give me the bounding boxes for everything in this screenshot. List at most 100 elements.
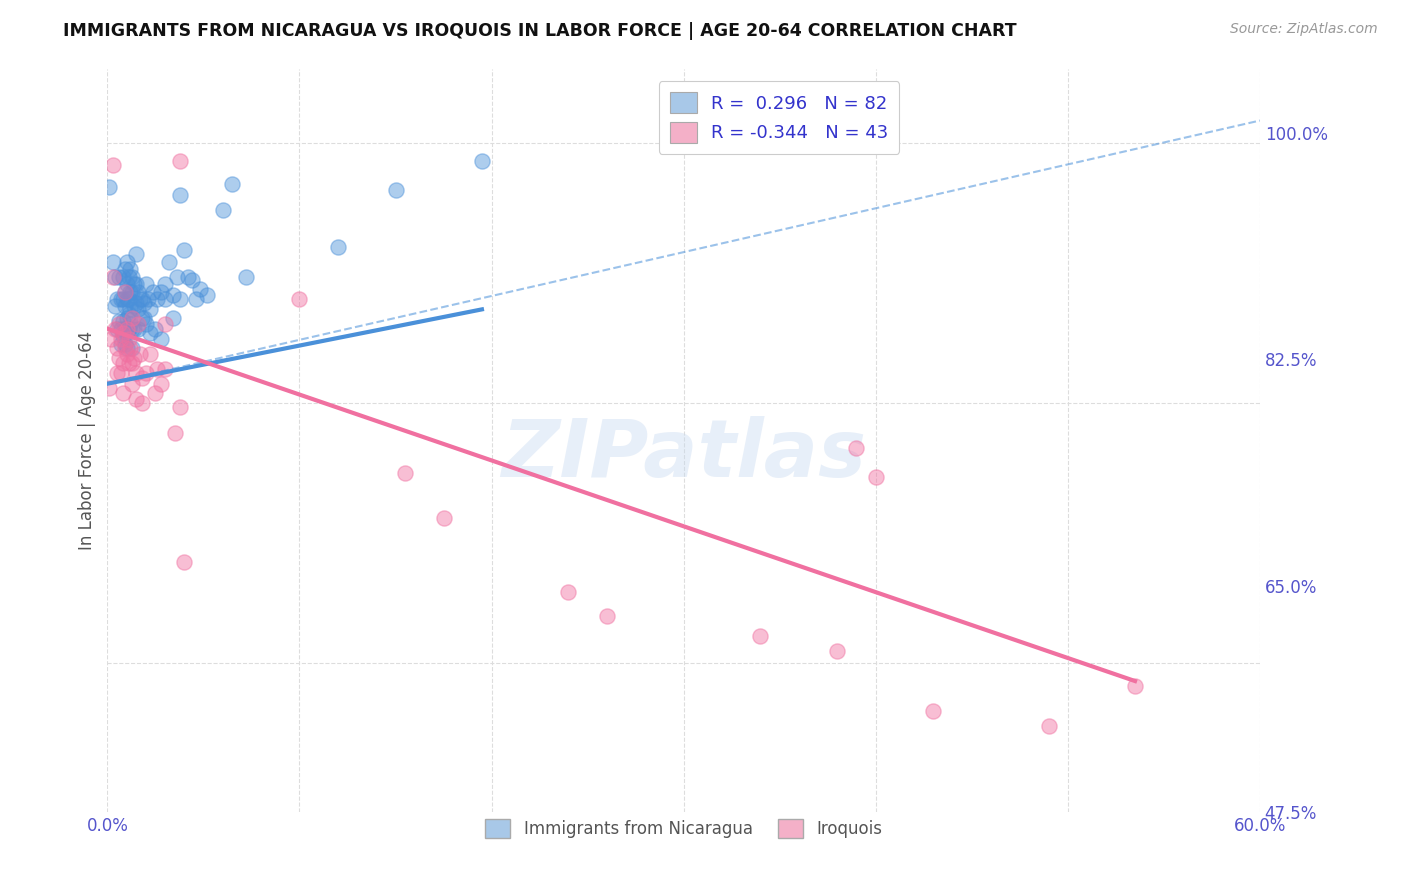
Point bbox=[122, 277, 145, 291]
Point bbox=[135, 317, 157, 331]
Legend: Immigrants from Nicaragua, Iroquois: Immigrants from Nicaragua, Iroquois bbox=[478, 812, 889, 845]
Point bbox=[150, 332, 173, 346]
Point bbox=[184, 292, 207, 306]
Point bbox=[922, 704, 945, 718]
Text: ZIPatlas: ZIPatlas bbox=[501, 416, 866, 494]
Point bbox=[117, 269, 139, 284]
Point bbox=[169, 153, 191, 168]
Point bbox=[108, 269, 131, 284]
Point bbox=[845, 441, 868, 455]
Point bbox=[104, 299, 127, 313]
Point bbox=[120, 341, 142, 355]
Point bbox=[114, 321, 136, 335]
Point bbox=[120, 317, 142, 331]
Point bbox=[111, 314, 134, 328]
Point bbox=[557, 585, 579, 599]
Point bbox=[131, 292, 153, 306]
Point bbox=[135, 366, 157, 380]
Point bbox=[110, 321, 132, 335]
Point bbox=[145, 321, 167, 335]
Point bbox=[153, 277, 176, 291]
Point bbox=[827, 644, 849, 658]
Point bbox=[177, 269, 200, 284]
Point bbox=[157, 254, 180, 268]
Point bbox=[115, 347, 138, 361]
Point bbox=[131, 311, 153, 326]
Point bbox=[125, 247, 148, 261]
Point bbox=[120, 262, 142, 277]
Point bbox=[98, 180, 121, 194]
Point bbox=[173, 243, 195, 257]
Point bbox=[110, 336, 132, 351]
Point bbox=[105, 366, 128, 380]
Point bbox=[101, 254, 124, 268]
Point bbox=[138, 347, 160, 361]
Point bbox=[114, 336, 136, 351]
Point bbox=[173, 555, 195, 569]
Point bbox=[114, 285, 136, 299]
Point bbox=[166, 269, 188, 284]
Point bbox=[221, 178, 243, 192]
Point bbox=[138, 326, 160, 340]
Point bbox=[162, 311, 184, 326]
Point bbox=[150, 376, 173, 391]
Point bbox=[111, 356, 134, 370]
Point bbox=[127, 321, 149, 335]
Point bbox=[100, 332, 122, 346]
Point bbox=[384, 183, 406, 197]
Point bbox=[162, 287, 184, 301]
Point bbox=[114, 341, 136, 355]
Point bbox=[121, 376, 143, 391]
Point bbox=[108, 317, 131, 331]
Point bbox=[105, 292, 128, 306]
Y-axis label: In Labor Force | Age 20-64: In Labor Force | Age 20-64 bbox=[79, 331, 96, 549]
Point bbox=[596, 608, 619, 623]
Point bbox=[115, 311, 138, 326]
Point bbox=[104, 269, 127, 284]
Point bbox=[471, 153, 494, 168]
Point bbox=[117, 332, 139, 346]
Point bbox=[125, 392, 148, 406]
Point bbox=[129, 347, 152, 361]
Point bbox=[117, 292, 139, 306]
Point bbox=[114, 285, 136, 299]
Point bbox=[111, 326, 134, 340]
Point bbox=[235, 269, 257, 284]
Point bbox=[105, 341, 128, 355]
Point bbox=[121, 341, 143, 355]
Point bbox=[115, 277, 138, 291]
Point bbox=[115, 254, 138, 268]
Point bbox=[111, 385, 134, 400]
Point bbox=[288, 292, 311, 306]
Point bbox=[131, 370, 153, 384]
Point bbox=[153, 292, 176, 306]
Point bbox=[122, 351, 145, 366]
Point bbox=[122, 321, 145, 335]
Point bbox=[122, 299, 145, 313]
Point bbox=[120, 285, 142, 299]
Point bbox=[211, 202, 233, 217]
Point bbox=[115, 341, 138, 355]
Point bbox=[101, 269, 124, 284]
Point bbox=[111, 329, 134, 343]
Point bbox=[138, 302, 160, 317]
Point bbox=[121, 269, 143, 284]
Point bbox=[125, 366, 148, 380]
Point bbox=[115, 321, 138, 335]
Point bbox=[101, 158, 124, 172]
Point bbox=[142, 285, 165, 299]
Point bbox=[169, 401, 191, 415]
Point bbox=[110, 332, 132, 346]
Point bbox=[120, 302, 142, 317]
Point bbox=[169, 187, 191, 202]
Point bbox=[129, 292, 152, 306]
Point bbox=[98, 381, 121, 395]
Point bbox=[146, 292, 169, 306]
Point bbox=[117, 356, 139, 370]
Point bbox=[110, 292, 132, 306]
Point bbox=[136, 292, 159, 306]
Point bbox=[131, 396, 153, 410]
Point bbox=[105, 321, 128, 335]
Point bbox=[432, 510, 454, 524]
Point bbox=[326, 240, 349, 254]
